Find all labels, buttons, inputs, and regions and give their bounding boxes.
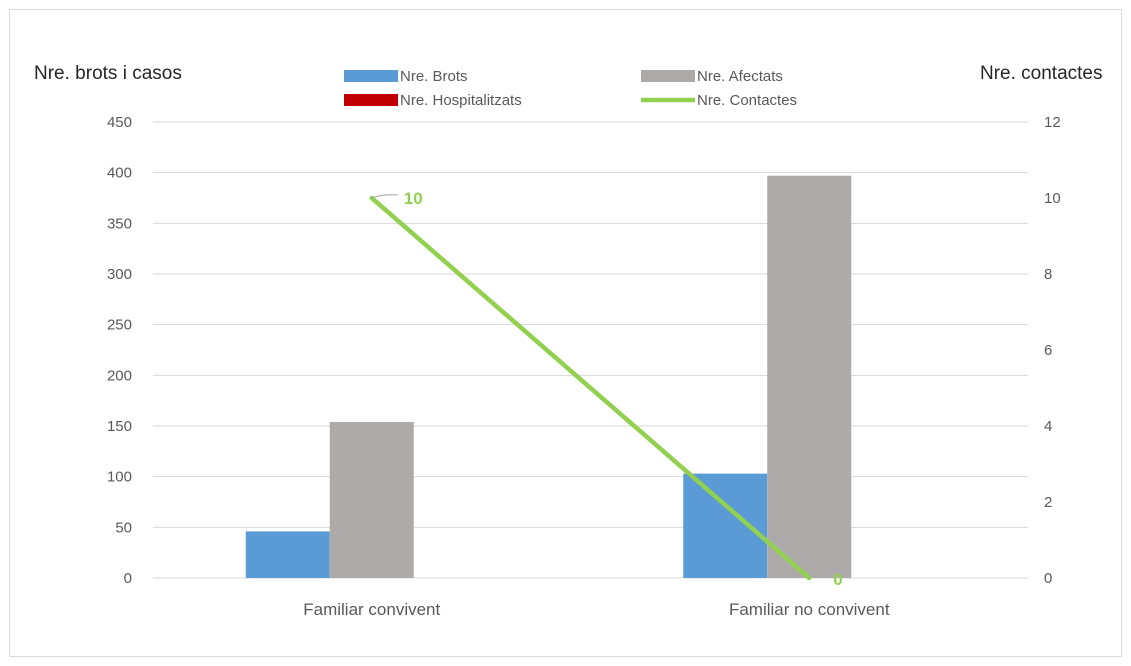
left-tick-label: 450 [107, 114, 132, 131]
bar-nre-afectats [767, 175, 852, 578]
right-tick-label: 10 [1044, 190, 1061, 207]
left-tick-label: 300 [107, 266, 132, 283]
legend-label-nre-contactes: Nre. Contactes [697, 92, 797, 109]
line-contactes [369, 195, 812, 581]
legend-label-nre-brots: Nre. Brots [400, 68, 468, 85]
right-tick-label: 6 [1044, 342, 1052, 359]
bar-nre-brots [683, 473, 768, 578]
legend-swatch-nre-afectats [641, 70, 695, 82]
line-series: 10 0 [369, 189, 843, 589]
left-tick-label: 50 [115, 519, 132, 536]
right-tick-label: 4 [1044, 418, 1052, 435]
legend: Nre. Brots Nre. Afectats Nre. Hospitalitza… [344, 68, 797, 109]
bar-nre-afectats [329, 421, 414, 578]
chart-frame [9, 9, 1122, 657]
right-tick-label: 8 [1044, 266, 1052, 283]
right-tick-label: 12 [1044, 114, 1061, 131]
right-tick-label: 0 [1044, 570, 1052, 587]
bar-nre-brots [245, 531, 330, 578]
left-tick-label: 200 [107, 367, 132, 384]
legend-swatch-nre-hospitalitzats [344, 94, 398, 106]
category-labels: Familiar convivent Familiar no convivent [303, 600, 890, 619]
legend-label-nre-afectats: Nre. Afectats [697, 68, 783, 85]
left-tick-label: 400 [107, 165, 132, 182]
bars [245, 175, 852, 578]
data-label: 0 [833, 570, 842, 589]
left-axis-ticks: 0 50 100 150 200 250 300 350 400 450 [107, 114, 132, 587]
right-tick-label: 2 [1044, 494, 1052, 511]
legend-swatch-nre-brots [344, 70, 398, 82]
category-label: Familiar convivent [303, 600, 440, 619]
left-tick-label: 150 [107, 418, 132, 435]
right-axis-ticks: 0 2 4 6 8 10 12 [1044, 114, 1061, 587]
gridlines [153, 121, 1028, 579]
left-tick-label: 350 [107, 215, 132, 232]
left-tick-label: 100 [107, 469, 132, 486]
left-tick-label: 250 [107, 317, 132, 334]
right-axis-title: Nre. contactes [980, 63, 1103, 84]
left-axis-title: Nre. brots i casos [34, 63, 182, 84]
left-tick-label: 0 [124, 570, 132, 587]
category-label: Familiar no convivent [729, 600, 890, 619]
data-label-leader [371, 194, 398, 199]
legend-label-nre-hospitalitzats: Nre. Hospitalitzats [400, 92, 522, 109]
data-label: 10 [404, 189, 423, 208]
